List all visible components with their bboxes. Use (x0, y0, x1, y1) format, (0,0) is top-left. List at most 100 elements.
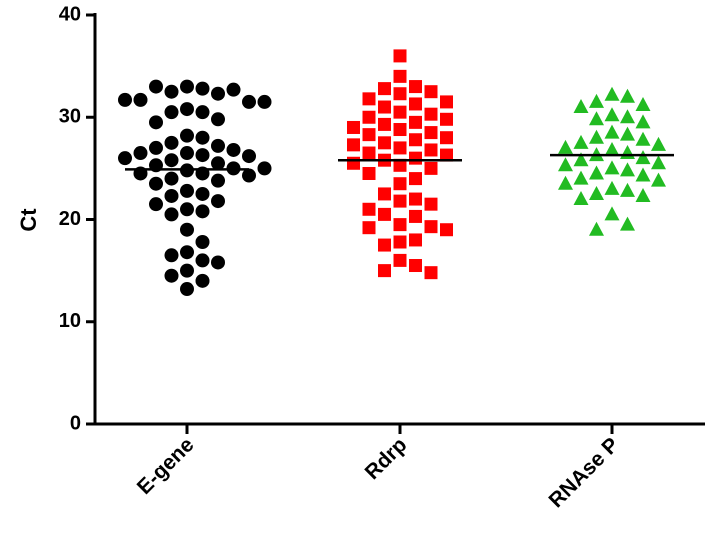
data-point (440, 95, 453, 109)
data-point (362, 92, 376, 106)
data-point (589, 93, 604, 108)
data-point (242, 94, 256, 109)
data-point (180, 79, 194, 94)
data-point (257, 94, 272, 109)
data-point (211, 112, 225, 127)
data-point (180, 102, 194, 117)
data-point (409, 97, 422, 111)
data-point (378, 136, 391, 150)
data-point (180, 263, 194, 278)
data-point (620, 145, 635, 160)
data-point (378, 207, 391, 221)
data-point (620, 109, 635, 124)
data-point (195, 148, 210, 163)
data-point (573, 170, 589, 185)
data-point (393, 141, 407, 155)
data-point (651, 136, 666, 151)
data-point (620, 182, 635, 197)
data-point (164, 248, 179, 263)
data-point (362, 221, 376, 235)
data-point (589, 185, 604, 200)
data-point (604, 124, 620, 139)
data-point (164, 84, 179, 99)
data-point (180, 222, 194, 237)
data-point (347, 138, 360, 152)
data-point (242, 149, 256, 164)
data-point (133, 146, 148, 161)
data-point (440, 112, 453, 126)
data-point (378, 238, 391, 252)
data-point (635, 96, 651, 111)
data-point (620, 216, 635, 231)
data-point (180, 202, 194, 217)
data-point (226, 82, 241, 97)
data-point (164, 207, 179, 222)
data-point (604, 86, 620, 101)
data-point (589, 165, 604, 180)
y-tick-label: 30 (59, 106, 81, 128)
data-point (651, 172, 666, 187)
data-point (180, 146, 194, 161)
data-point (195, 253, 210, 268)
y-tick-label: 0 (70, 412, 81, 434)
data-point (409, 172, 422, 186)
data-point (211, 194, 225, 209)
data-point (409, 80, 422, 94)
data-point (211, 173, 225, 188)
data-point (604, 160, 620, 175)
data-point (393, 105, 407, 119)
data-point (558, 157, 573, 172)
data-point (393, 87, 407, 101)
data-point (589, 129, 604, 144)
data-point (424, 220, 438, 234)
data-point (558, 139, 573, 154)
data-point (589, 221, 604, 236)
data-point (378, 82, 391, 96)
data-point (226, 142, 241, 157)
data-point (393, 69, 407, 83)
data-point (362, 202, 376, 216)
data-point (393, 177, 407, 191)
data-point (393, 194, 407, 208)
data-point (424, 107, 438, 121)
data-point (393, 218, 407, 232)
data-point (164, 135, 179, 150)
data-point (149, 176, 163, 191)
data-point (635, 114, 651, 129)
data-point (195, 130, 210, 145)
data-point (242, 168, 256, 183)
data-point (164, 188, 179, 203)
data-point (604, 141, 620, 156)
data-point (257, 161, 272, 176)
data-point (393, 253, 407, 267)
data-point (635, 187, 651, 202)
data-point (651, 155, 666, 170)
data-point (164, 153, 179, 168)
data-point (424, 143, 438, 157)
data-point (558, 175, 573, 190)
data-point (180, 245, 194, 260)
data-point (378, 117, 391, 131)
data-point (149, 197, 163, 212)
data-point (409, 192, 422, 206)
data-point (424, 161, 438, 175)
data-point (409, 115, 422, 129)
data-point (620, 88, 635, 103)
y-tick-label: 20 (59, 208, 81, 230)
data-point (393, 235, 407, 249)
data-point (424, 126, 438, 140)
data-point (195, 234, 210, 249)
data-point (604, 180, 620, 195)
data-point (362, 166, 376, 180)
data-point (573, 99, 589, 114)
data-point (393, 49, 407, 63)
data-point (149, 140, 163, 155)
x-tick-label: RNAse P (545, 433, 624, 512)
data-point (195, 105, 210, 120)
data-point (378, 187, 391, 201)
data-point (635, 150, 651, 165)
data-point (347, 120, 360, 134)
data-point (211, 255, 225, 270)
data-point (133, 92, 148, 107)
